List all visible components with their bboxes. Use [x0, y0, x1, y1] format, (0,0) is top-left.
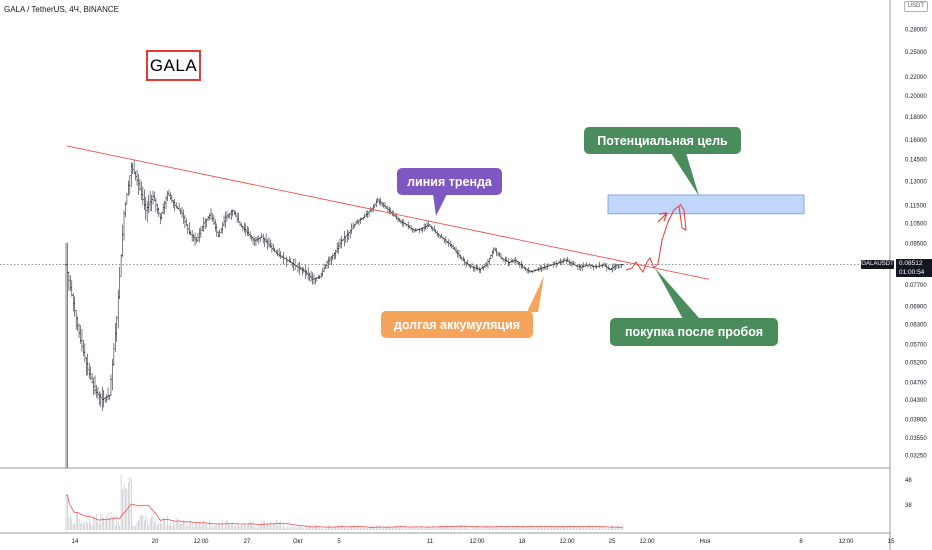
time-tick-label: 12:00: [838, 539, 854, 545]
time-tick-label: 25: [609, 539, 616, 545]
currency-label[interactable]: USDT: [903, 1, 928, 12]
trend-line-label: линия тренда: [407, 174, 492, 189]
time-tick-label: 27: [244, 539, 251, 545]
volume-ma-line: [66, 494, 623, 528]
target-label: Потенциальная цель: [597, 133, 728, 148]
price-axis: 0.28000 0.25000 0.22000 0.20000 0.18000 0.160…: [905, 3, 927, 460]
time-tick-label: 12:00: [193, 539, 209, 545]
last-price-value: 0.08512: [899, 260, 923, 267]
volume-tick-label: 38: [905, 503, 912, 509]
breakout-pointer: [655, 268, 700, 319]
time-tick-label: 11: [427, 539, 434, 545]
price-tick-label: 0.06900: [905, 305, 927, 311]
target-pointer: [671, 153, 699, 196]
price-tick-label: 0.13000: [905, 179, 927, 185]
price-tick-label: 0.09500: [905, 241, 927, 247]
symbol-tag: GALAUSDT: [861, 260, 894, 269]
price-tick-label: 0.10500: [905, 222, 927, 228]
price-tick-label: 0.16000: [905, 138, 927, 144]
time-tick-label: 12:00: [469, 539, 485, 545]
breakout-callout: покупка после пробоя: [610, 318, 778, 346]
price-tick-label: 0.20000: [905, 94, 927, 100]
gala-logo-label: GALA: [146, 50, 201, 81]
time-tick-label: 5: [337, 539, 341, 545]
bar-countdown: 01:00:54: [899, 269, 925, 276]
time-tick-label: Окт: [293, 539, 303, 545]
time-tick-label: 18: [519, 539, 526, 545]
last-price-tag: 0.08512 01:00:54: [896, 259, 932, 277]
target-zone[interactable]: [607, 194, 805, 215]
time-tick-label: 14: [72, 539, 79, 545]
time-tick-label: 12:00: [559, 539, 575, 545]
accumulation-label: долгая аккумуляция: [393, 317, 521, 332]
price-tick-label: 0.07700: [905, 283, 927, 289]
price-tick-label: 0.05200: [905, 361, 927, 367]
price-tick-label: 0.04700: [905, 381, 927, 387]
accumulation-pointer: [527, 276, 544, 312]
chart-title: GALA / TetherUS, 4Ч, BINANCE: [4, 5, 120, 14]
volume-axis: 48 38: [905, 478, 912, 509]
trend-line-pointer: [433, 194, 447, 216]
volume-bars: [65, 475, 624, 530]
price-tick-label: 0.18000: [905, 115, 927, 121]
price-tick-label: 0.25000: [905, 50, 927, 56]
price-tick-label: 0.03550: [905, 436, 927, 442]
price-tick-label: 0.06300: [905, 323, 927, 329]
price-tick-label: 0.04300: [905, 398, 927, 404]
price-tick-label: 0.05700: [905, 342, 927, 348]
price-tick-label: 0.22000: [905, 75, 927, 81]
target-callout: Потенциальная цель: [584, 127, 741, 154]
volume-tick-label: 48: [905, 478, 912, 484]
time-tick-label: 15: [888, 539, 895, 545]
time-tick-label: 12:00: [639, 539, 655, 545]
time-tick-label: 8: [799, 539, 803, 545]
price-tick-label: 0.03250: [905, 454, 927, 460]
accumulation-callout: долгая аккумуляция: [381, 311, 533, 338]
trend-line-callout: линия тренда: [397, 168, 502, 195]
time-tick-label: 20: [152, 539, 159, 545]
trend-line[interactable]: [66, 145, 710, 280]
price-tick-label: 0.03900: [905, 417, 927, 423]
price-tick-label: 0.14500: [905, 158, 927, 164]
time-tick-label: Ноя: [700, 539, 711, 545]
candles: [64, 159, 624, 468]
price-tick-label: 0.11500: [905, 204, 927, 210]
price-tick-label: 0.28000: [905, 28, 927, 34]
time-axis: 14 20 12:00 27 Окт 5 11 12:00 18 12:00 25 12:00 Ноя 8…: [72, 539, 895, 545]
breakout-arrowhead: [657, 212, 668, 223]
breakout-label: покупка после пробоя: [624, 325, 764, 339]
breakout-arrow: [625, 203, 687, 274]
callout-pointers: [433, 153, 700, 319]
